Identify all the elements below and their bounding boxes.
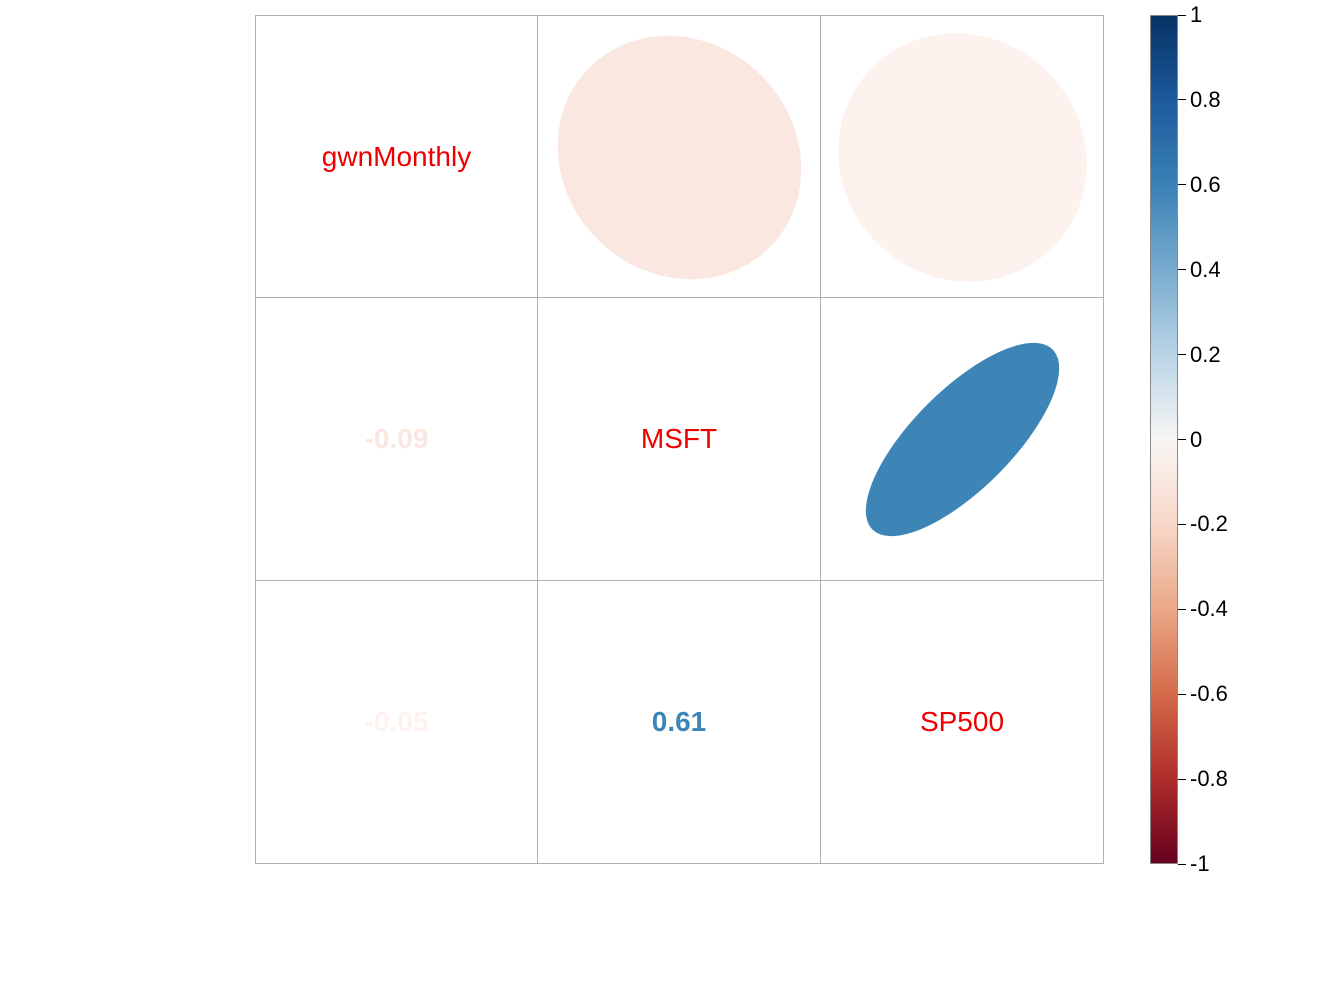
colorbar: 10.80.60.40.20-0.2-0.4-0.6-0.8-1 <box>1150 15 1178 864</box>
variable-name: gwnMonthly <box>322 141 471 173</box>
correlation-number-cell: -0.09 <box>255 298 538 581</box>
correlation-ellipse <box>821 298 1104 581</box>
colorbar-tick <box>1178 354 1186 355</box>
diagonal-label-gwnMonthly: gwnMonthly <box>255 15 538 298</box>
correlation-ellipse-cell <box>821 298 1104 581</box>
colorbar-tick-label: 0.2 <box>1190 342 1221 368</box>
colorbar-tick-label: 0.6 <box>1190 172 1221 198</box>
colorbar-tick-label: -0.4 <box>1190 596 1228 622</box>
colorbar-tick <box>1178 184 1186 185</box>
correlation-number-cell: 0.61 <box>538 581 821 864</box>
colorbar-tick-label: 1 <box>1190 2 1202 28</box>
correlation-value: -0.09 <box>365 423 429 455</box>
colorbar-tick <box>1178 99 1186 100</box>
diagonal-label-SP500: SP500 <box>821 581 1104 864</box>
correlation-ellipse-cell <box>821 15 1104 298</box>
colorbar-tick <box>1178 694 1186 695</box>
colorbar-gradient <box>1150 15 1178 864</box>
colorbar-tick <box>1178 864 1186 865</box>
variable-name: MSFT <box>641 423 717 455</box>
colorbar-tick <box>1178 439 1186 440</box>
colorbar-tick-label: 0 <box>1190 427 1202 453</box>
colorbar-tick <box>1178 15 1186 16</box>
colorbar-tick <box>1178 269 1186 270</box>
colorbar-tick-label: -1 <box>1190 851 1210 877</box>
correlation-ellipse <box>821 16 1104 299</box>
colorbar-tick <box>1178 779 1186 780</box>
correlation-ellipse <box>538 16 821 299</box>
correlation-number-cell: -0.05 <box>255 581 538 864</box>
correlation-value: -0.05 <box>365 706 429 738</box>
colorbar-tick-label: 0.4 <box>1190 257 1221 283</box>
colorbar-tick-label: -0.6 <box>1190 681 1228 707</box>
colorbar-tick <box>1178 609 1186 610</box>
correlation-matrix: gwnMonthly -0.09 MSFT -0.05 0.61 SP500 <box>255 15 1104 864</box>
correlation-value: 0.61 <box>652 706 707 738</box>
colorbar-tick-label: 0.8 <box>1190 87 1221 113</box>
colorbar-tick <box>1178 524 1186 525</box>
chart-container: gwnMonthly-0.09MSFT-0.050.61SP500 10.80.… <box>0 0 1344 1008</box>
colorbar-tick-label: -0.8 <box>1190 766 1228 792</box>
correlation-ellipse-cell <box>538 15 821 298</box>
diagonal-label-MSFT: MSFT <box>538 298 821 581</box>
colorbar-tick-label: -0.2 <box>1190 511 1228 537</box>
variable-name: SP500 <box>920 706 1004 738</box>
